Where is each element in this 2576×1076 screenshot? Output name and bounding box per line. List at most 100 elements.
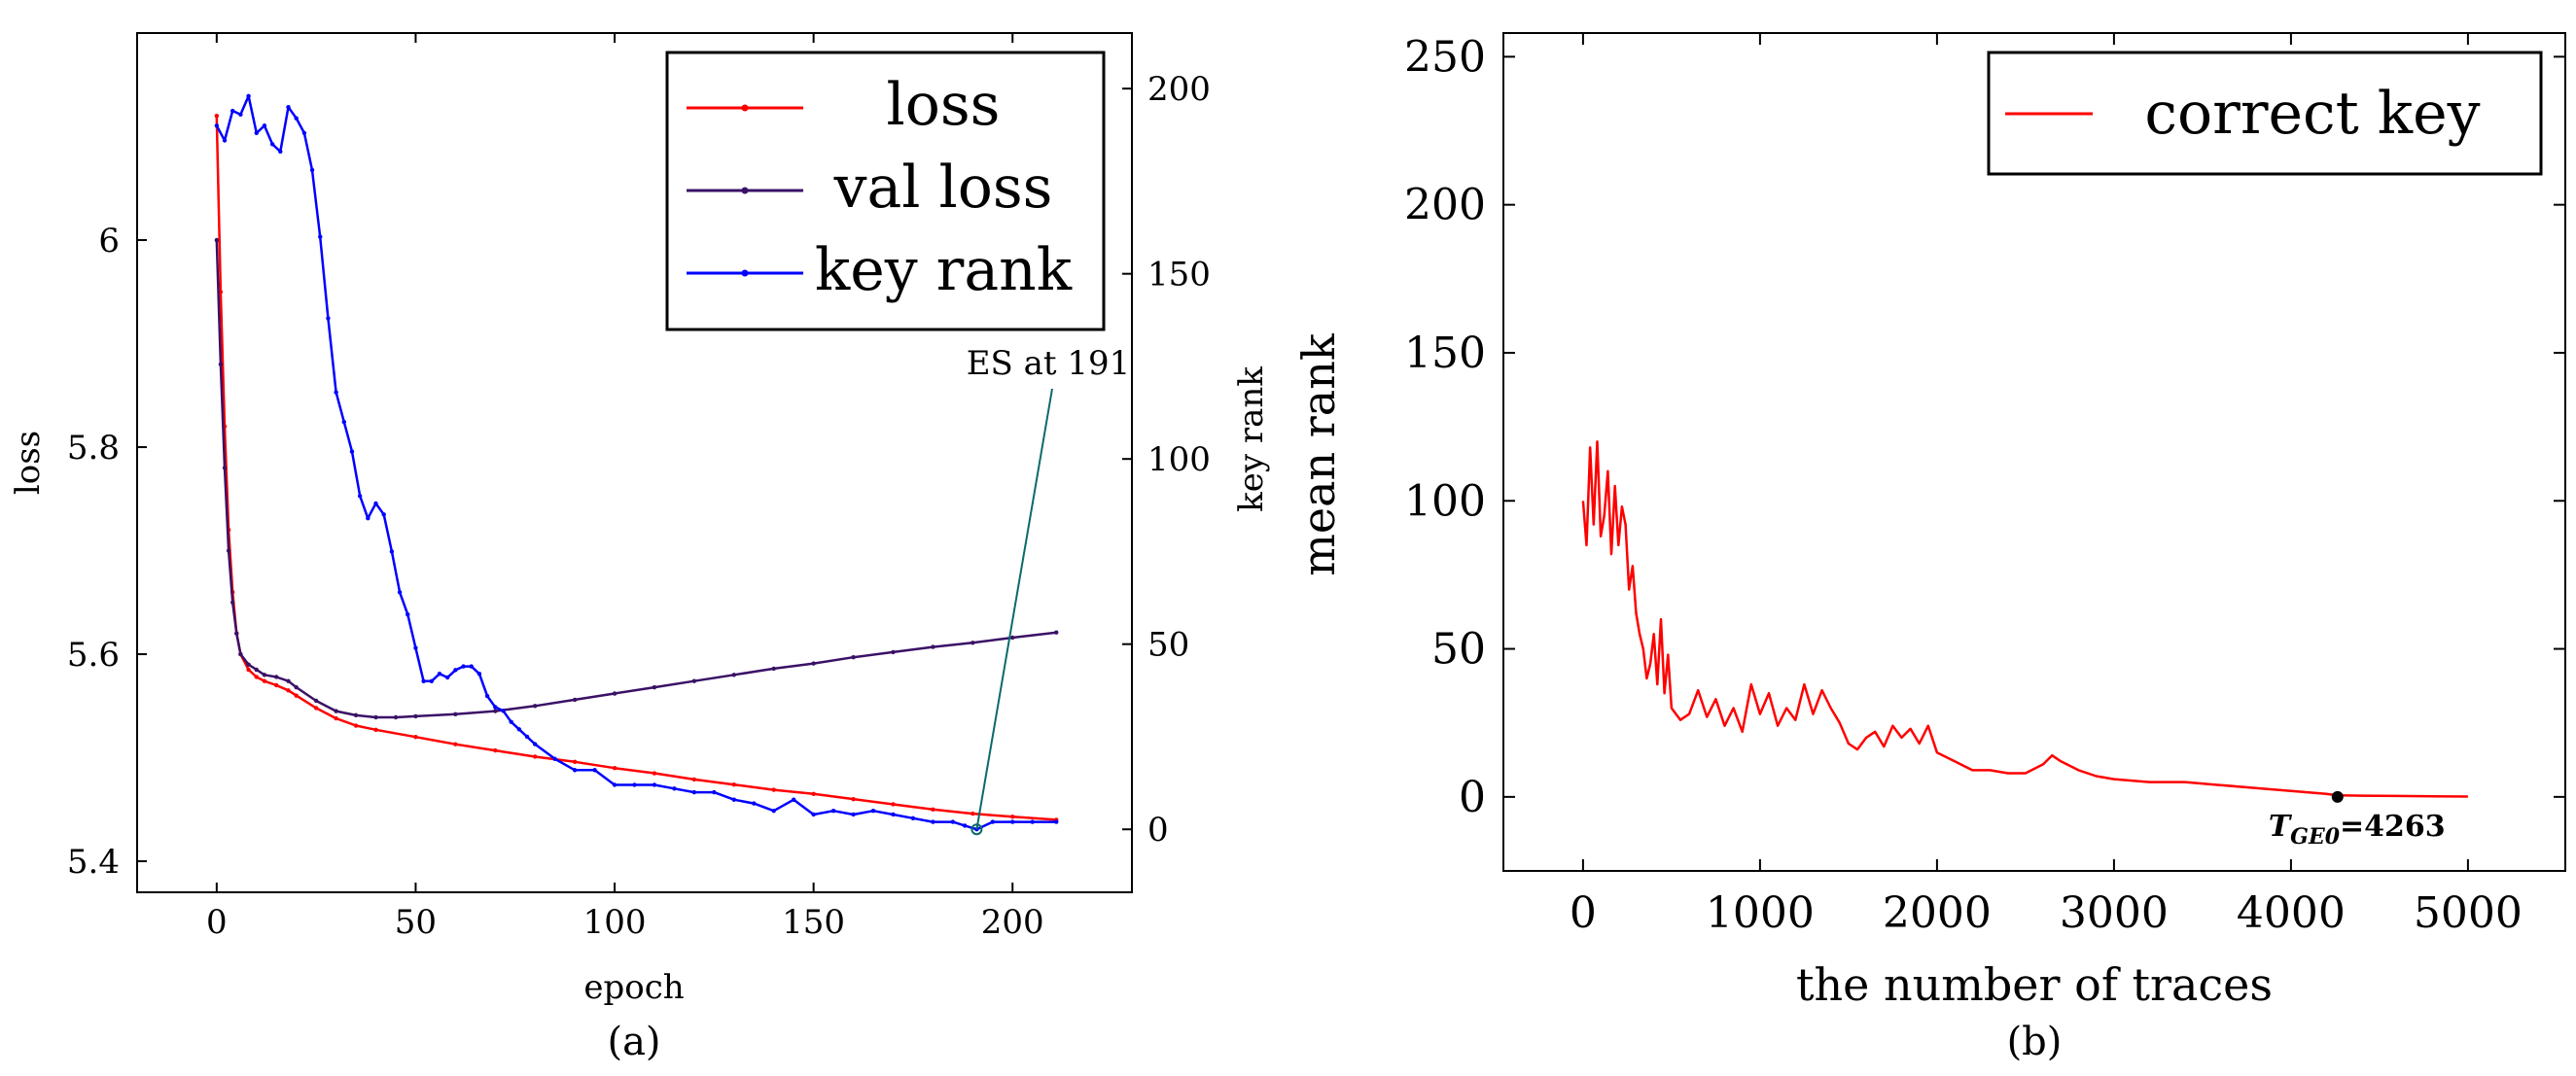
series-point-key-rank [652, 782, 657, 787]
series-point-key-rank [891, 812, 896, 817]
series-point-key-rank [1030, 819, 1035, 824]
series-point-key-rank [444, 675, 450, 680]
series-point-key-rank [214, 123, 220, 128]
series-point-key-rank [318, 234, 323, 239]
tge0-marker [2331, 790, 2344, 803]
series-point-val-loss [453, 712, 458, 717]
series-point-val-loss [226, 548, 231, 553]
series-point-val-loss [230, 600, 235, 605]
series-point-key-rank [262, 123, 267, 128]
series-point-key-rank [962, 823, 968, 828]
series-point-val-loss [572, 697, 578, 703]
annotation-tge0-sub: GE0 [2290, 824, 2341, 850]
y-axis-label-left-a: loss [9, 431, 48, 495]
y-tick-label-b: 100 [1404, 476, 1486, 526]
legend-key-rank-marker [741, 269, 749, 277]
series-point-loss [731, 782, 736, 787]
series-point-loss [453, 742, 458, 746]
series-point-val-loss [652, 684, 657, 690]
x-tick-label-b: 5000 [2414, 888, 2523, 938]
series-point-key-rank [552, 756, 557, 762]
series-point-loss [353, 723, 359, 728]
series-point-key-rank [429, 678, 435, 684]
series-point-key-rank [286, 105, 291, 110]
series-point-loss [811, 791, 816, 797]
series-point-loss [533, 754, 538, 759]
series-point-key-rank [771, 808, 776, 814]
series-line-correct-key [1581, 440, 2468, 798]
series-point-key-rank [811, 812, 816, 817]
series-point-key-rank [357, 494, 363, 499]
series-point-key-rank [269, 142, 275, 147]
annotation-pointer-line [975, 388, 1053, 830]
series-point-val-loss [891, 649, 896, 655]
series-point-key-rank [294, 116, 299, 121]
series-point-val-loss [238, 651, 243, 657]
y-axis-label-right-a: key rank [1232, 366, 1271, 512]
y-tick-label-right-a: 50 [1147, 626, 1189, 665]
series-point-key-rank [366, 515, 371, 521]
series-point-key-rank [691, 789, 697, 795]
series-point-val-loss [413, 713, 418, 719]
series-point-key-rank [524, 734, 530, 740]
series-point-key-rank [851, 812, 856, 817]
y-tick-label-right-a: 0 [1147, 811, 1169, 850]
y-tick-label-left-a: 5.6 [67, 636, 120, 675]
chart-a-series [214, 93, 1059, 832]
series-point-key-rank [341, 419, 346, 425]
series-point-key-rank [389, 549, 395, 554]
series-point-key-rank [334, 390, 338, 395]
series-point-key-rank [381, 512, 386, 517]
es-marker [970, 823, 983, 836]
series-point-key-rank [469, 664, 474, 669]
series-point-val-loss [731, 673, 736, 677]
series-point-key-rank [406, 612, 410, 617]
y-tick-label-b: 200 [1404, 181, 1486, 230]
series-point-val-loss [1010, 635, 1015, 641]
series-point-key-rank [712, 789, 717, 795]
chart-b-legend: correct key [1987, 51, 2543, 176]
series-point-loss [214, 114, 220, 119]
series-point-key-rank [672, 786, 677, 791]
series-point-key-rank [230, 108, 235, 114]
series-point-loss [652, 771, 657, 776]
series-point-key-rank [592, 768, 597, 773]
x-tick-label-b: 4000 [2237, 888, 2346, 938]
chart-b-series [1581, 440, 2468, 798]
legend-loss-label: loss [887, 71, 1001, 139]
series-point-key-rank [421, 678, 426, 684]
series-point-key-rank [493, 705, 498, 710]
x-tick-label-b: 2000 [1883, 888, 1992, 938]
series-point-key-rank [301, 130, 307, 136]
series-point-loss [254, 675, 259, 679]
chart-b: 0 1000 2000 3000 4000 5000 0 50 100 150 200 250 TG… [1292, 32, 2566, 1064]
series-point-key-rank [1054, 819, 1059, 824]
series-point-key-rank [397, 590, 403, 595]
series-point-loss [262, 678, 267, 683]
series-point-key-rank [476, 671, 482, 677]
series-point-val-loss [771, 666, 776, 672]
x-tick-label-a: 200 [981, 903, 1044, 942]
y-axis-label-b: mean rank [1292, 332, 1345, 576]
y-tick-label-b: 50 [1431, 625, 1486, 675]
series-point-key-rank [309, 167, 315, 173]
series-point-key-rank [453, 668, 458, 673]
x-axis-label-a: epoch [583, 968, 684, 1007]
series-point-key-rank [516, 727, 522, 732]
series-point-loss [373, 727, 378, 732]
series-point-loss [218, 290, 224, 295]
chart-b-annotation-group: TGE0=4263 [2269, 790, 2446, 850]
series-point-loss [286, 688, 291, 693]
series-point-key-rank [612, 782, 618, 787]
series-point-key-rank [238, 112, 243, 118]
series-point-key-rank [931, 819, 935, 824]
series-point-val-loss [218, 362, 224, 367]
series-point-val-loss [851, 655, 856, 660]
x-tick-label-a: 100 [583, 903, 647, 942]
series-point-val-loss [533, 704, 538, 709]
legend-loss-marker [741, 104, 749, 112]
series-point-loss [612, 765, 618, 771]
series-point-key-rank [990, 819, 995, 824]
series-point-key-rank [349, 449, 355, 454]
x-tick-label-a: 0 [206, 903, 228, 942]
